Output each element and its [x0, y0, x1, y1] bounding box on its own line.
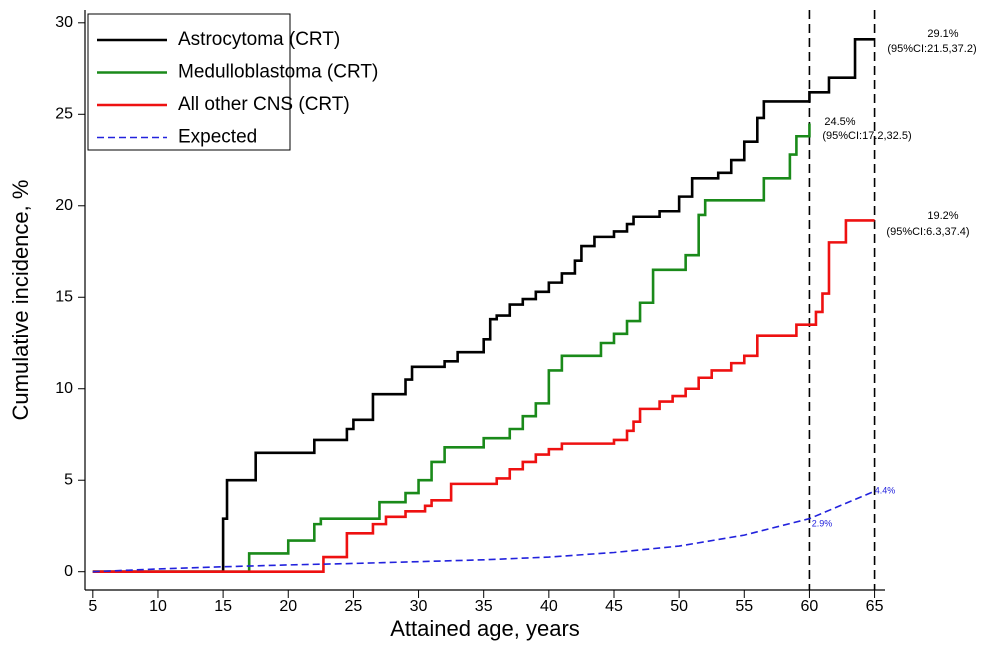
x-tick-label: 15 — [214, 598, 232, 615]
x-tick-label: 65 — [866, 598, 884, 615]
annotation: 4.4% — [875, 485, 896, 495]
annotation: (95%CI:17.2,32.5) — [822, 130, 911, 142]
y-tick-label: 0 — [64, 563, 73, 580]
y-axis-label: Cumulative incidence, % — [8, 180, 33, 421]
x-tick-label: 45 — [605, 598, 623, 615]
x-tick-label: 30 — [410, 598, 428, 615]
x-tick-label: 40 — [540, 598, 558, 615]
annotation: 19.2% — [927, 210, 958, 222]
legend-label: Medulloblastoma (CRT) — [178, 62, 378, 83]
series-line — [92, 37, 875, 574]
annotation: 2.9% — [812, 518, 833, 528]
x-tick-label: 35 — [475, 598, 493, 615]
y-tick-label: 30 — [55, 14, 73, 31]
annotation: 29.1% — [927, 28, 958, 40]
series-line — [92, 123, 811, 574]
x-tick-label: 60 — [801, 598, 819, 615]
y-tick-label: 25 — [55, 106, 73, 123]
x-tick-label: 10 — [149, 598, 167, 615]
x-tick-label: 50 — [670, 598, 688, 615]
series-line — [92, 219, 875, 574]
legend-box — [87, 13, 291, 151]
legend-label: Expected — [178, 127, 257, 148]
x-axis-label: Attained age, years — [390, 616, 580, 641]
y-tick-label: 10 — [55, 380, 73, 397]
x-tick-label: 25 — [345, 598, 363, 615]
legend-label: All other CNS (CRT) — [178, 94, 350, 115]
x-tick-label: 5 — [88, 598, 97, 615]
series-line — [92, 490, 875, 573]
y-tick-label: 5 — [64, 471, 73, 488]
x-tick-label: 20 — [279, 598, 297, 615]
annotation: (95%CI:6.3,37.4) — [886, 226, 969, 238]
y-tick-label: 20 — [55, 197, 73, 214]
y-tick-label: 15 — [55, 288, 73, 305]
annotation: (95%CI:21.5,37.2) — [887, 43, 976, 55]
x-tick-label: 55 — [735, 598, 753, 615]
legend-label: Astrocytoma (CRT) — [178, 29, 340, 50]
annotation: 24.5% — [824, 116, 855, 128]
